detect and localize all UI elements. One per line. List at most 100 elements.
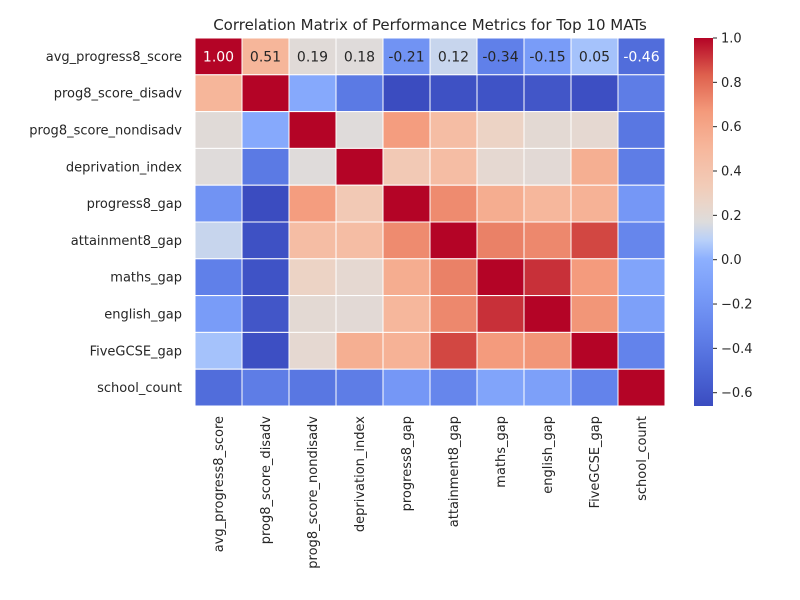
heatmap-cell [617, 74, 666, 113]
y-tick-label: english_gap [104, 308, 182, 323]
heatmap-cell [570, 295, 619, 333]
x-tick-label: prog8_score_disadv [259, 416, 274, 545]
heatmap-cell [523, 221, 572, 260]
heatmap-cell [241, 184, 290, 223]
heatmap-cell [194, 37, 243, 76]
heatmap-cell [194, 295, 243, 333]
heatmap-cell [335, 295, 384, 333]
x-tick-label: maths_gap [494, 416, 509, 488]
colorbar-tick-label: −0.2 [721, 298, 753, 313]
heatmap-cell [194, 184, 243, 223]
heatmap-cell [335, 258, 384, 297]
y-tick-label: FiveGCSE_gap [90, 344, 182, 359]
heatmap-cell [617, 258, 666, 297]
heatmap-cell [570, 221, 619, 260]
heatmap-cell [382, 184, 431, 223]
heatmap-cell [476, 221, 525, 260]
colorbar-gradient [694, 38, 713, 406]
heatmap-cell [382, 221, 431, 260]
heatmap-cell [523, 368, 572, 407]
heatmap-cell [288, 147, 337, 186]
y-tick-label: avg_progress8_score [46, 50, 182, 65]
heatmap-cell [241, 37, 290, 76]
heatmap-cell [335, 368, 384, 407]
colorbar-tick-label: 0.4 [721, 165, 742, 180]
cell-annotation: -0.46 [623, 49, 659, 65]
heatmap-cell [241, 331, 290, 370]
heatmap-cell [194, 331, 243, 370]
heatmap-cell [429, 368, 478, 407]
x-axis-labels: avg_progress8_score prog8_score_disadv pro… [212, 416, 650, 569]
heatmap-cell [523, 37, 572, 76]
y-tick-label: school_count [97, 381, 182, 396]
heatmap-cell [335, 74, 384, 113]
heatmap-cell [382, 368, 431, 407]
heatmap-cell [617, 331, 666, 370]
heatmap-cell [429, 258, 478, 297]
y-tick-label: prog8_score_disadv [54, 87, 183, 102]
colorbar-tick-label: −0.4 [721, 342, 753, 357]
heatmap-cell [523, 147, 572, 186]
colorbar-tick-label: 0.2 [721, 209, 742, 224]
cell-annotation: -0.15 [529, 49, 565, 65]
x-tick-label: school_count [635, 416, 650, 501]
heatmap-cell [335, 147, 384, 186]
cell-annotation: 0.18 [344, 49, 375, 65]
colorbar-tick-label: 0.8 [721, 76, 742, 91]
x-tick-label: FiveGCSE_gap [588, 416, 603, 508]
colorbar-tick-label: 0.6 [721, 120, 742, 135]
heatmap-cell [429, 221, 478, 260]
heatmap-cell [617, 147, 666, 186]
heatmap-cell [335, 111, 384, 149]
heatmap-cell [382, 295, 431, 333]
x-tick-label: deprivation_index [353, 416, 368, 532]
cell-annotation: 0.19 [297, 49, 328, 65]
cell-annotations: 1.00 0.51 0.19 0.18 -0.21 0.12 -0.34 -0.15 0.05-… [203, 49, 660, 65]
heatmap-cell [288, 368, 337, 407]
heatmap-cells [194, 37, 666, 407]
heatmap-cell [523, 111, 572, 149]
x-tick-label: progress8_gap [400, 416, 415, 511]
heatmap-cell [429, 184, 478, 223]
y-axis-labels: avg_progress8_score prog8_score_disadvpro… [29, 50, 182, 396]
cell-annotation: -0.34 [482, 49, 518, 65]
heatmap-cell [241, 111, 290, 149]
y-tick-label: deprivation_index [66, 160, 182, 175]
heatmap-cell [429, 37, 478, 76]
heatmap-cell [241, 74, 290, 113]
heatmap-cell [617, 221, 666, 260]
heatmap-cell [241, 295, 290, 333]
heatmap-cell [570, 258, 619, 297]
heatmap-cell [476, 147, 525, 186]
heatmap-cell [476, 184, 525, 223]
colorbar-ticks: 1.0 0.8 0.6 0.4 0.2 0.0 −0.2 −0.4 −0.6 [713, 32, 753, 401]
heatmap-cell [570, 331, 619, 370]
heatmap-cell [523, 331, 572, 370]
heatmap-cell [617, 368, 666, 407]
heatmap-cell [429, 147, 478, 186]
heatmap-cell [429, 331, 478, 370]
y-tick-label: prog8_score_nondisadv [29, 124, 182, 139]
cell-annotation: 0.12 [438, 49, 469, 65]
heatmap-cell [288, 258, 337, 297]
x-tick-label: english_gap [541, 416, 556, 494]
chart-title: Correlation Matrix of Performance Metric… [213, 16, 647, 34]
heatmap-cell [523, 184, 572, 223]
heatmap-cell [570, 184, 619, 223]
heatmap-cell [241, 368, 290, 407]
heatmap-cell [288, 331, 337, 370]
heatmap-cell [288, 184, 337, 223]
cell-annotation: 0.05 [579, 49, 610, 65]
colorbar-tick-label: 1.0 [721, 32, 742, 47]
heatmap-cell [241, 258, 290, 297]
cell-annotation: 0.51 [250, 49, 281, 65]
heatmap-cell [382, 258, 431, 297]
heatmap-cell [476, 368, 525, 407]
heatmap-cell [570, 111, 619, 149]
heatmap-cell [570, 147, 619, 186]
heatmap-cell [194, 221, 243, 260]
heatmap-cell [570, 74, 619, 113]
heatmap-cell [194, 111, 243, 149]
heatmap-cell [194, 147, 243, 186]
